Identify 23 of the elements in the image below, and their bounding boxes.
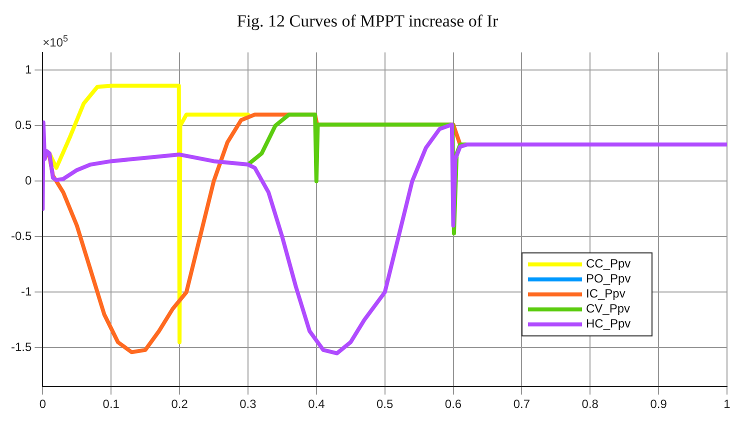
y-tick-label: 0 [24,174,32,188]
y-tick-label: 1 [24,62,32,76]
legend-label: PO_Ppv [586,272,631,286]
legend-label: IC_Ppv [586,286,626,301]
x-tick-label: 0 [39,397,46,412]
y-tick-label: 0.5 [14,118,32,132]
y-tick-label: -1.5 [10,340,32,354]
legend-label: CC_Ppv [586,256,631,271]
chart-title: Fig. 12 Curves of MPPT increase of Ir [236,12,498,31]
legend-label: CV_Ppv [586,302,630,316]
x-tick-label: 0.8 [582,397,599,412]
y-tick-label: -1 [21,284,32,299]
x-tick-label: 0.4 [308,397,326,412]
x-tick-label: 0.6 [444,397,462,412]
x-tick-label: 0.3 [240,397,257,412]
legend-label: HC_Ppv [586,316,631,331]
x-tick-label: 0.2 [171,397,188,412]
y-tick-label: -0.5 [10,229,32,244]
x-tick-label: 1 [724,397,731,412]
x-tick-label: 0.9 [650,397,668,412]
x-tick-label: 0.1 [102,397,120,412]
x-tick-label: 0.5 [376,397,394,412]
x-tick-label: 0.7 [513,397,530,412]
